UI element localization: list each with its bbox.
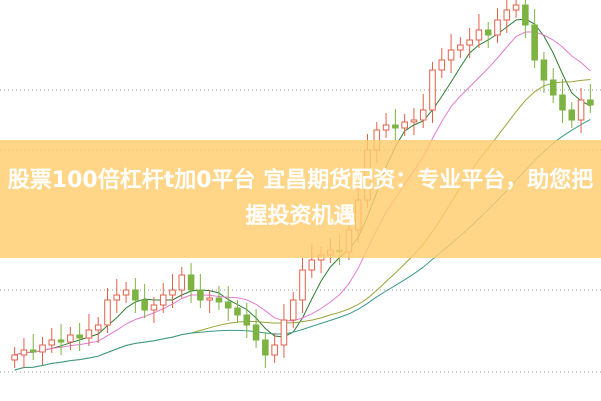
candle-body — [419, 109, 427, 121]
candle-body — [308, 259, 316, 271]
headline-text: 股票100倍杠杆t加0平台 宜昌期货配资：专业平台，助您把握投资机遇 — [7, 168, 594, 229]
candle-body — [271, 344, 278, 356]
candle-body — [178, 274, 186, 291]
candle-body — [549, 79, 557, 96]
candle-body — [531, 24, 538, 61]
candle-body — [568, 109, 576, 121]
candle-body — [76, 334, 83, 339]
candle-body — [484, 29, 492, 36]
candle-body — [141, 299, 148, 311]
candle-body — [215, 297, 223, 303]
candle-body — [187, 274, 195, 291]
candle-body — [262, 339, 269, 356]
candle-body — [113, 294, 121, 301]
headline-banner: 股票100倍杠杆t加0平台 宜昌期货配资：专业平台，助您把握投资机遇 — [0, 140, 601, 258]
candle-body — [410, 119, 418, 123]
candle-body — [132, 289, 139, 301]
candle-body — [39, 344, 46, 353]
candle-body — [104, 299, 111, 326]
candle-body — [159, 294, 167, 306]
candle-body — [401, 121, 408, 129]
candle-body — [48, 339, 56, 346]
candle-body — [392, 124, 399, 129]
candle-body — [577, 99, 585, 121]
candle-body — [299, 269, 306, 301]
candle-body — [512, 4, 520, 11]
candle-body — [85, 329, 93, 339]
candle-body — [457, 44, 464, 51]
candle-body — [67, 334, 74, 343]
candle-body — [122, 289, 130, 296]
candle-body — [29, 349, 37, 353]
candle-body — [475, 29, 483, 41]
candle-body — [280, 319, 288, 346]
candle-body — [540, 59, 548, 81]
candle-body — [494, 19, 501, 36]
candle-body — [559, 94, 566, 111]
candle-body — [150, 304, 158, 311]
candle-body — [252, 324, 260, 341]
candle-body — [20, 349, 28, 356]
candle-body — [429, 69, 436, 111]
candle-body — [382, 124, 390, 131]
candle-body — [94, 324, 102, 331]
candle-body — [197, 289, 204, 301]
candle-body — [466, 39, 473, 46]
candle-body — [243, 314, 251, 326]
candle-body — [169, 289, 176, 296]
candle-body — [522, 4, 529, 26]
candle-body — [206, 297, 213, 301]
ma10-line — [14, 31, 591, 356]
candle-body — [11, 354, 18, 361]
candle-body — [234, 307, 241, 316]
candle-body — [57, 339, 65, 343]
candle-body — [224, 301, 232, 309]
candle-body — [503, 9, 511, 21]
candle-body — [289, 299, 297, 321]
candle-body — [438, 59, 446, 71]
candle-body — [447, 49, 455, 61]
candle-body — [587, 99, 594, 106]
